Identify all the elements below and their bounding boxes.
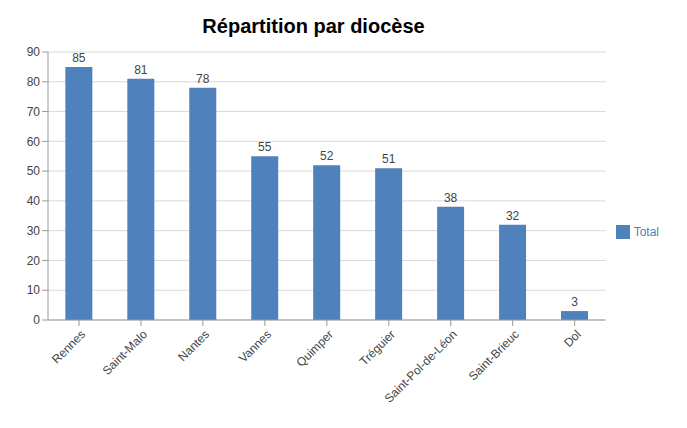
svg-text:Saint-Brieuc: Saint-Brieuc — [466, 327, 522, 383]
svg-text:90: 90 — [27, 45, 41, 59]
svg-text:78: 78 — [196, 72, 210, 86]
svg-text:Rennes: Rennes — [49, 327, 88, 366]
svg-text:40: 40 — [27, 194, 41, 208]
svg-text:Saint-Pol-de-Léon: Saint-Pol-de-Léon — [382, 327, 460, 405]
svg-text:0: 0 — [33, 313, 40, 327]
svg-text:Vannes: Vannes — [236, 327, 274, 365]
svg-text:51: 51 — [382, 152, 396, 166]
svg-text:Nantes: Nantes — [175, 327, 212, 364]
svg-text:Saint-Malo: Saint-Malo — [100, 327, 151, 378]
svg-text:85: 85 — [72, 51, 86, 65]
svg-text:3: 3 — [571, 295, 578, 309]
svg-text:32: 32 — [506, 209, 520, 223]
svg-text:60: 60 — [27, 135, 41, 149]
svg-text:Quimper: Quimper — [294, 327, 336, 369]
svg-text:38: 38 — [444, 191, 458, 205]
html-text:Répartition par diocèse: Répartition par diocèse — [202, 15, 425, 37]
svg-text:50: 50 — [27, 164, 41, 178]
svg-text:80: 80 — [27, 75, 41, 89]
svg-text:10: 10 — [27, 283, 41, 297]
svg-text:55: 55 — [258, 140, 272, 154]
svg-text:52: 52 — [320, 149, 334, 163]
html-text:Total: Total — [633, 224, 659, 239]
svg-text:30: 30 — [27, 224, 41, 238]
svg-text:20: 20 — [27, 254, 41, 268]
svg-text:70: 70 — [27, 105, 41, 119]
svg-text:Tréguier: Tréguier — [357, 327, 398, 368]
svg-text:81: 81 — [134, 63, 148, 77]
svg-text:Dol: Dol — [561, 327, 584, 350]
